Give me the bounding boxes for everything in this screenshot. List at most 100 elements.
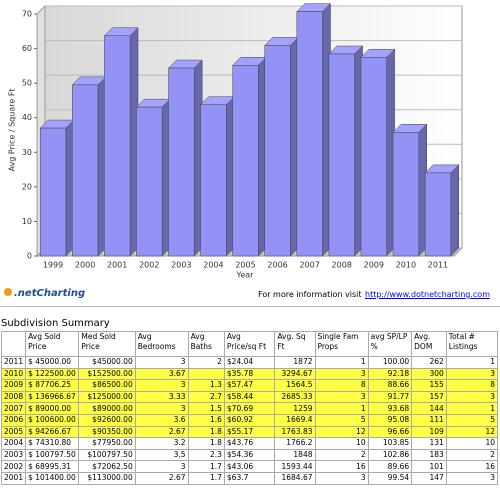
table-cell: $43.76: [223, 437, 276, 450]
header-cell: Avg. DOM: [411, 331, 447, 357]
x-tick-label: 2000: [75, 261, 95, 270]
table-cell: $100797.50: [78, 448, 136, 462]
table-cell: 262: [411, 356, 447, 369]
table-cell: 157: [411, 390, 447, 404]
y-tick-label: 60: [22, 44, 32, 53]
header-cell: [0, 331, 27, 357]
chart: Avg Price / Square Ft Year 0 10 20 30 40 50 60…: [8, 3, 464, 280]
table-row: 2001 $ 101400.00 $113000.00 2.67 1.7 $63.7 168…: [0, 471, 499, 485]
table-cell: 1684.67: [274, 471, 316, 485]
table-cell: 3: [134, 379, 189, 392]
logo-text: .netCharting: [14, 288, 86, 299]
y-tick-label: 40: [22, 113, 32, 122]
table-cell: 1.3: [187, 379, 225, 392]
table-cell: 2006: [0, 413, 27, 427]
y-tick-label: 10: [22, 217, 32, 226]
table-cell: 2011: [0, 356, 27, 369]
bar: [200, 104, 227, 257]
x-tick-label: 2007: [299, 261, 319, 270]
header-cell: Med Sold Price: [78, 331, 136, 357]
table-cell: $ 136966.67: [25, 390, 80, 404]
table-cell: 2.67: [134, 425, 189, 439]
table-cell: 2003: [0, 448, 27, 462]
table-cell: 8: [314, 379, 369, 392]
header-cell: Avg Baths: [187, 331, 225, 357]
bar: [328, 53, 355, 257]
table-row: 2007 $ 89000.00 $89000.00 3 1.5 $70.69 1259 1 93…: [0, 402, 499, 415]
table-cell: 3: [314, 471, 369, 485]
table-cell: $ 68995.31: [25, 460, 80, 473]
x-tick-label: 1999: [43, 261, 63, 270]
table-cell: 2.67: [134, 471, 189, 485]
bar: [360, 57, 387, 257]
table-cell: $60.92: [223, 413, 276, 427]
y-tick-label: 20: [22, 182, 32, 191]
table-cell: 183: [411, 448, 447, 462]
header-cell: Avg Bedrooms: [134, 331, 189, 357]
table-cell: 96.66: [367, 425, 413, 439]
table-cell: 99.54: [367, 471, 413, 485]
table-cell: 93.68: [367, 402, 413, 415]
table-cell: 12: [445, 425, 499, 439]
table-cell: 147: [411, 471, 447, 485]
table-cell: 131: [411, 437, 447, 450]
table-cell: $86500.00: [78, 379, 136, 392]
table-cell: 3.6: [134, 413, 189, 427]
table-row: 2005 $ 94266.67 $90350.00 2.67 1.8 $55.17 1763…: [0, 425, 499, 439]
table-cell: 12: [314, 425, 369, 439]
table-cell: 3294.67: [274, 367, 316, 381]
table-cell: $43.06: [223, 460, 276, 473]
table-row: 2008 $ 136966.67 $125000.00 3.33 2.7 $58.44 26…: [0, 390, 499, 404]
bar: [392, 132, 419, 257]
table-cell: 3.5: [134, 448, 189, 462]
table-cell: 2005: [0, 425, 27, 439]
table-cell: $70.69: [223, 402, 276, 415]
table-cell: 100.00: [367, 356, 413, 369]
y-tick-label: 70: [22, 10, 32, 19]
table-cell: 8: [445, 379, 499, 392]
footer-link[interactable]: http://www.dotnetcharting.com: [365, 290, 490, 299]
table-cell: 5: [445, 413, 499, 427]
table-cell: $63.7: [223, 471, 276, 485]
table-cell: 2: [445, 448, 499, 462]
table-cell: $ 101400.00: [25, 471, 80, 485]
x-tick-label: 2010: [396, 261, 416, 270]
table-body: 2011 $ 45000.00 $45000.00 3 2 $24.04 1872 1 100.…: [0, 356, 499, 485]
table-cell: 2.3: [187, 448, 225, 462]
bar: [104, 35, 131, 257]
table-cell: 2004: [0, 437, 27, 450]
table-cell: 3.33: [134, 390, 189, 404]
table-cell: 10: [314, 437, 369, 450]
bar: [136, 106, 163, 257]
table-cell: $ 89000.00: [25, 402, 80, 415]
table-cell: 3: [314, 367, 369, 381]
table-cell: 109: [411, 425, 447, 439]
table-cell: 1848: [274, 448, 316, 462]
table-cell: $55.17: [223, 425, 276, 439]
table-row: 2002 $ 68995.31 $72062.50 3 1.7 $43.06 1593.44…: [0, 460, 499, 473]
x-tick-label: 2006: [267, 261, 287, 270]
y-tick-label: 0: [27, 252, 32, 261]
table-cell: $58.44: [223, 390, 276, 404]
table-cell: 1.7: [187, 460, 225, 473]
table-row: 2003 $ 100797.50 $100797.50 3.5 2.3 $54.36 184…: [0, 448, 499, 462]
table-cell: 144: [411, 402, 447, 415]
table-cell: 2007: [0, 402, 27, 415]
table-cell: 3.67: [134, 367, 189, 381]
bar-side: [450, 164, 460, 257]
table-cell: [187, 367, 225, 381]
table-row: 2004 $ 74310.80 $77950.00 3.2 1.8 $43.76 1766.…: [0, 437, 499, 450]
table-cell: $24.04: [223, 356, 276, 369]
x-tick-label: 2009: [364, 261, 384, 270]
table-cell: $ 100600.00: [25, 413, 80, 427]
x-axis-label: Year: [236, 271, 255, 280]
table-cell: 102.86: [367, 448, 413, 462]
table-cell: 91.77: [367, 390, 413, 404]
table-cell: 1.8: [187, 437, 225, 450]
logo: .netCharting: [4, 288, 85, 299]
table-cell: $ 45000.00: [25, 356, 80, 369]
x-tick-label: 2002: [139, 261, 159, 270]
table-cell: 1: [445, 402, 499, 415]
table-cell: 1593.44: [274, 460, 316, 473]
